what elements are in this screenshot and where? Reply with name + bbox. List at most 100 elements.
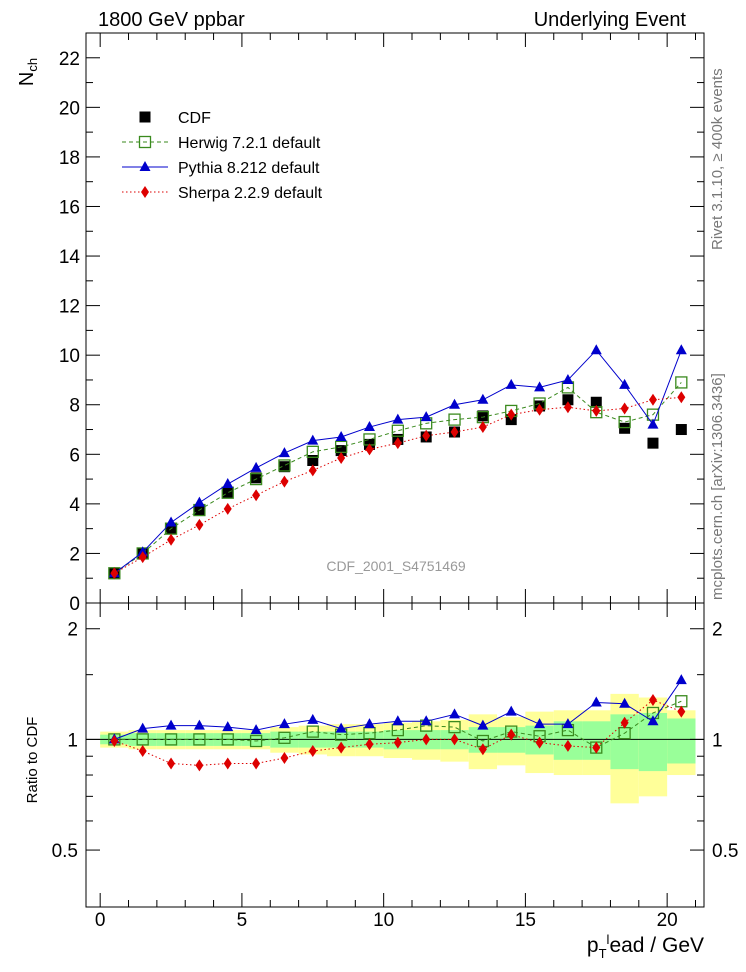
ratio-y-tick-label: 2 [67,620,78,641]
point-cdf [619,422,631,434]
point-pythia [449,398,461,409]
point-herwig [618,415,631,429]
legend-marker-pythia [139,161,151,171]
point-cdf [647,437,659,449]
point-pythia [250,461,262,472]
ratio-point-sherpa [677,705,686,718]
point-sherpa [535,403,544,416]
point-pythia [307,434,319,445]
point-pythia [278,447,290,458]
point-pythia [165,516,177,527]
ratio-point-sherpa [138,744,147,757]
point-pythia [619,378,631,389]
point-sherpa [252,489,261,502]
point-sherpa [592,404,601,417]
ratio-y-tick-label: 0.5 [52,841,78,862]
legend-marker-herwig [138,135,152,149]
ratio-y-tick-label: 1 [67,730,78,751]
point-herwig [448,413,461,426]
ratio-point-sherpa [280,752,289,765]
point-sherpa [507,408,516,421]
point-cdf [307,455,319,466]
ratio-point-pythia [137,722,149,733]
ratio-point-sherpa [422,733,431,746]
point-pythia [222,478,234,489]
point-herwig [278,459,291,472]
legend-label-sherpa: Sherpa 2.2.9 default [178,185,323,202]
legend-label-herwig: Herwig 7.2.1 default [178,135,321,152]
x-tick-label: 0 [95,910,106,931]
point-herwig [391,424,404,437]
ratio-point-sherpa [478,743,487,756]
legend-label-cdf: CDF [178,110,211,127]
y-tick-label: 6 [69,445,80,466]
header-left: 1800 GeV ppbar [98,9,245,31]
y-tick-label: 22 [59,49,80,70]
point-pythia [647,418,659,429]
ratio-y-tick-label-right: 0.5 [712,841,738,862]
point-pythia [590,344,602,355]
ratio-point-pythia [335,722,347,733]
legend: CDF Herwig 7.2.1 default Pythia 8.212 defa… [122,110,323,202]
point-pythia [420,411,432,422]
ratio-point-herwig [306,725,319,738]
point-cdf [590,396,602,408]
point-pythia [534,381,546,392]
ratio-point-sherpa [535,736,544,749]
ratio-point-pythia [420,715,432,726]
point-sherpa [195,518,204,531]
y-tick-label: 14 [59,247,81,268]
point-pythia [477,393,489,404]
y-tick-label: 0 [69,594,80,615]
ratio-point-pythia [165,719,177,730]
point-sherpa [308,464,317,477]
point-sherpa [450,426,459,438]
point-pythia [363,421,375,432]
x-tick-label: 20 [657,910,678,931]
y-tick-label: 12 [59,297,80,318]
point-sherpa [478,421,487,434]
ratio-point-herwig [249,734,263,748]
ratio-point-pythia [675,674,687,685]
point-sherpa [167,533,176,546]
series-line-pythia [114,349,682,574]
point-sherpa [393,437,402,450]
ratio-point-pythia [534,718,546,729]
ratio-point-pythia [647,715,659,726]
point-cdf [562,394,574,406]
point-cdf [335,445,347,457]
ratio-point-sherpa [507,728,516,741]
ratio-point-pythia [222,721,234,732]
ratio-point-sherpa [167,757,176,770]
point-sherpa [677,391,686,404]
ratio-point-sherpa [252,757,261,770]
point-sherpa [110,567,119,580]
ratio-point-sherpa [110,735,119,748]
ratio-point-pythia [449,708,461,719]
point-sherpa [365,443,374,456]
ratio-point-herwig [221,733,234,746]
point-sherpa [620,402,629,415]
series-line-sherpa [114,396,682,574]
x-tick-label: 15 [515,910,536,931]
band-inner [582,721,611,760]
y-tick-label: 8 [69,396,80,417]
legend-marker-cdf [139,111,151,123]
point-herwig [675,376,688,389]
ratio-point-sherpa [223,757,232,770]
ratio-point-pythia [363,718,375,729]
ratio-point-sherpa [393,736,402,749]
point-pythia [562,373,574,384]
legend-marker-sherpa [141,186,149,198]
y-tick-label: 16 [59,197,80,218]
ratio-point-pythia [193,719,205,730]
ratio-point-pythia [562,718,574,729]
main-ylabel: Nch [16,58,40,86]
point-sherpa [563,401,572,414]
point-sherpa [648,393,657,406]
point-sherpa [280,475,289,488]
ratio-point-sherpa [337,741,346,754]
header-right: Underlying Event [534,9,687,31]
point-herwig [249,472,263,486]
